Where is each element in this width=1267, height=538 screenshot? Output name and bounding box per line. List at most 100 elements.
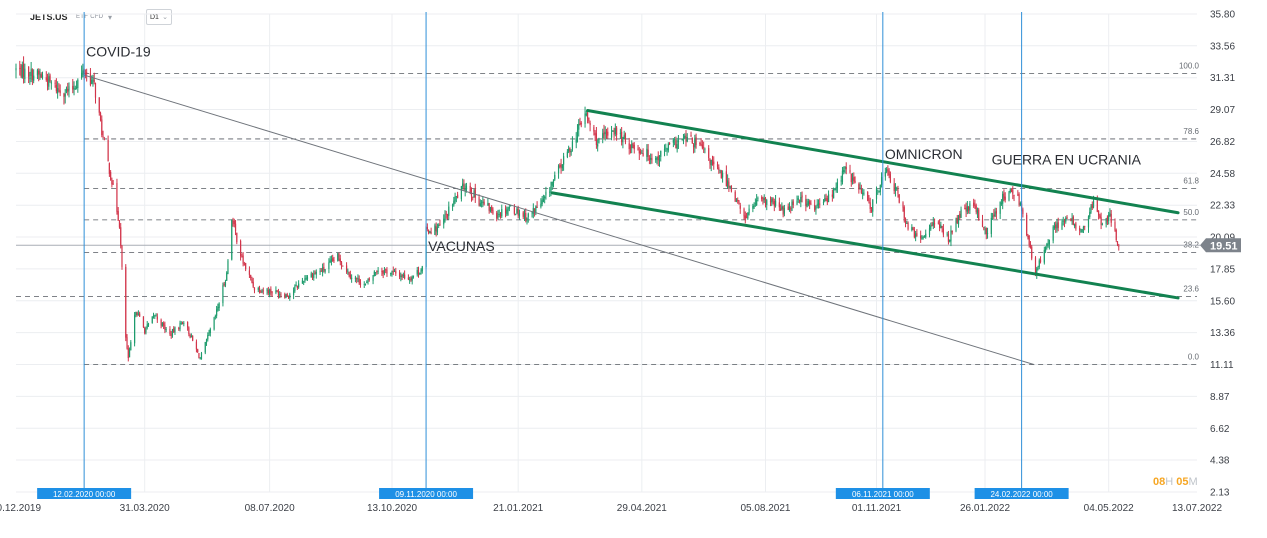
candle-body <box>464 187 466 191</box>
candle-body <box>1009 189 1011 193</box>
candle-body <box>937 222 939 224</box>
candle-body <box>1110 213 1112 223</box>
candle <box>1065 216 1067 224</box>
candle-body <box>757 198 759 199</box>
candle <box>912 226 914 231</box>
candle-body <box>209 328 211 334</box>
candle-body <box>800 197 802 203</box>
event-date-label-bg <box>37 488 132 499</box>
candle-body <box>261 290 263 293</box>
candle-body <box>1046 244 1048 247</box>
candle <box>957 214 960 228</box>
candle-body <box>738 201 740 205</box>
candle-body <box>45 77 47 81</box>
candle-body <box>169 328 171 335</box>
candle <box>960 206 962 219</box>
candle <box>622 136 624 149</box>
candle <box>251 276 253 284</box>
candle-body <box>130 342 132 351</box>
candle-body <box>501 209 503 217</box>
candle <box>833 187 835 199</box>
candle-body <box>853 176 855 182</box>
candle <box>974 199 976 209</box>
candle <box>328 258 330 274</box>
candle-body <box>197 349 199 353</box>
candle-body <box>127 348 129 359</box>
candle <box>448 201 450 220</box>
candle <box>311 272 314 281</box>
candle <box>304 275 306 283</box>
candle-body <box>1027 235 1029 238</box>
candle-body <box>295 284 297 287</box>
candle <box>1052 225 1054 244</box>
candle-body <box>699 142 701 145</box>
candle-body <box>33 75 35 81</box>
candle <box>270 286 272 296</box>
timeframe-select[interactable]: D1 ⌄ <box>146 9 172 25</box>
candle <box>557 164 560 179</box>
candle-body <box>966 206 968 212</box>
candle <box>313 270 315 281</box>
candle-body <box>460 186 462 200</box>
candle <box>72 78 74 94</box>
candle-body <box>356 278 358 280</box>
candle <box>889 171 891 184</box>
candle-timer: 08H 05M <box>1153 476 1198 488</box>
candle <box>1087 215 1090 233</box>
candle-body <box>585 113 587 116</box>
candle <box>788 202 791 212</box>
candle-body <box>780 208 782 211</box>
candle-body <box>1097 210 1100 216</box>
candle-body <box>171 329 174 336</box>
candle <box>956 214 958 225</box>
candle-body <box>964 208 966 210</box>
candle-body <box>709 159 711 164</box>
candle <box>209 327 211 337</box>
candle-body <box>218 303 220 308</box>
event-date-label: 24.02.2022 00:00 <box>990 490 1053 499</box>
candle-body <box>1072 216 1074 225</box>
candle-body <box>139 313 141 317</box>
candle-body <box>631 144 633 149</box>
candle-body <box>893 183 895 191</box>
candle <box>831 189 833 202</box>
symbol-label[interactable]: JETS.US <box>30 12 68 22</box>
candle <box>420 268 422 275</box>
candle-body <box>65 88 68 92</box>
candle <box>711 155 714 166</box>
candle <box>920 230 922 243</box>
candle-body <box>120 227 122 246</box>
candle-body <box>508 207 510 209</box>
candle <box>472 196 474 201</box>
candle-body <box>271 292 273 294</box>
candle <box>329 256 331 264</box>
candle <box>603 124 605 140</box>
candle <box>986 227 989 239</box>
candle <box>877 189 879 195</box>
candle-body <box>551 181 553 186</box>
candle <box>656 156 658 165</box>
candle-body <box>563 156 565 165</box>
candle <box>975 203 977 215</box>
candle <box>816 199 818 209</box>
candle <box>1109 208 1111 217</box>
candle <box>868 194 870 204</box>
candle-body <box>522 212 524 217</box>
candle-body <box>1099 215 1101 218</box>
candle <box>279 291 281 299</box>
candle <box>64 89 66 104</box>
candle-body <box>575 138 577 143</box>
candle <box>179 320 181 332</box>
candle <box>916 229 918 237</box>
candle <box>602 128 604 144</box>
candle-body <box>243 263 245 265</box>
candle-body <box>359 282 362 286</box>
candle-body <box>517 208 519 216</box>
chevron-down-icon[interactable]: ▾ <box>108 12 113 22</box>
candle-body <box>1052 226 1054 241</box>
candle <box>245 262 247 272</box>
candle-body <box>417 270 420 274</box>
candle <box>824 194 826 203</box>
candle-body <box>1090 205 1092 213</box>
